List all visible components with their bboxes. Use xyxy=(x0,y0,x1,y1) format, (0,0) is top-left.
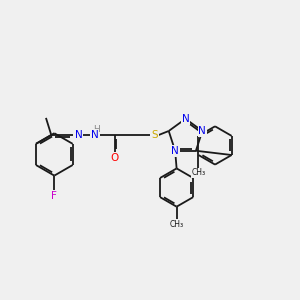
Text: N: N xyxy=(199,126,206,136)
Text: F: F xyxy=(51,190,57,201)
Text: N: N xyxy=(91,130,98,140)
Text: N: N xyxy=(75,130,83,140)
Text: S: S xyxy=(151,130,158,140)
Text: O: O xyxy=(110,153,119,163)
Text: CH₃: CH₃ xyxy=(191,168,206,177)
Text: N: N xyxy=(182,114,189,124)
Text: N: N xyxy=(171,146,179,156)
Text: H: H xyxy=(93,124,99,134)
Text: CH₃: CH₃ xyxy=(169,220,184,229)
